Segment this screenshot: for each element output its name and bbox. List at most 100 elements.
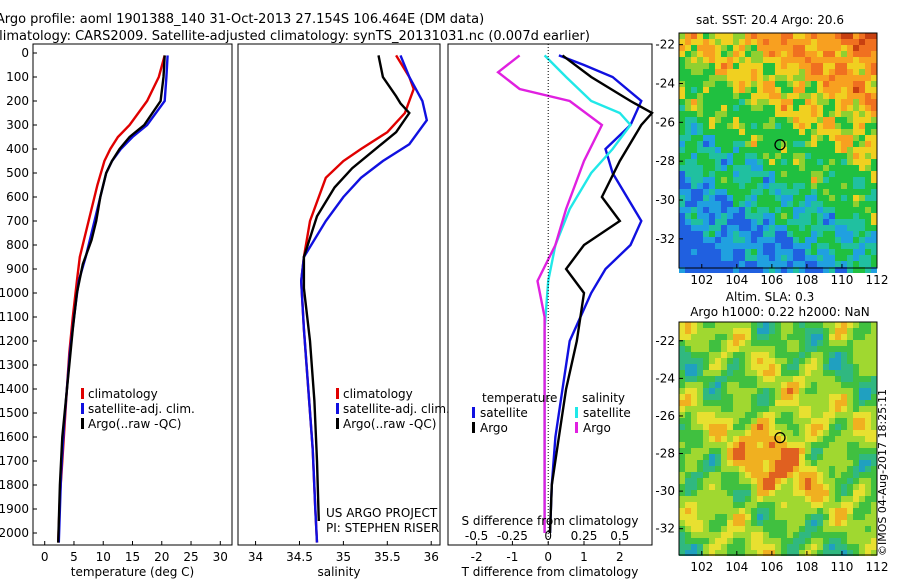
heat-cell [721,346,727,352]
heat-cell [871,117,877,123]
heat-cell [721,165,727,171]
heat-cell [721,442,727,448]
heat-cell [775,219,781,225]
heat-cell [823,430,829,436]
heat-cell [859,207,865,213]
heat-cell [715,159,721,165]
heat-cell [829,346,835,352]
heat-cell [727,267,733,273]
heat-cell [691,376,697,382]
heat-cell [709,382,715,388]
heat-cell [805,448,811,454]
x-tick-label: 0 [41,550,49,564]
heat-cell [733,466,739,472]
heat-cell [805,159,811,165]
heat-cell [757,508,763,514]
heat-cell [829,526,835,532]
heat-cell [793,45,799,51]
heat-cell [793,267,799,273]
heat-cell [727,57,733,63]
heat-cell [823,117,829,123]
heat-cell [787,430,793,436]
heat-cell [781,328,787,334]
heat-cell [745,261,751,267]
heat-cell [775,382,781,388]
heat-cell [709,225,715,231]
heat-cell [787,261,793,267]
heat-cell [847,189,853,195]
heat-cell [847,448,853,454]
heat-cell [751,87,757,93]
heat-cell [781,69,787,75]
heat-cell [823,189,829,195]
heat-cell [787,346,793,352]
heat-cell [865,544,871,550]
heat-cell [829,538,835,544]
heat-cell [859,406,865,412]
heat-cell [745,436,751,442]
heat-cell [811,514,817,520]
heat-cell [697,484,703,490]
heat-cell [763,490,769,496]
heat-cell [829,358,835,364]
heat-cell [745,322,751,328]
heat-cell [691,448,697,454]
heat-cell [781,388,787,394]
heat-cell [799,346,805,352]
heat-cell [853,243,859,249]
heat-cell [823,454,829,460]
heat-cell [847,123,853,129]
heat-cell [769,39,775,45]
legend-label: Argo [583,421,611,435]
heat-cell [775,57,781,63]
heat-cell [769,502,775,508]
heat-cell [799,261,805,267]
heat-cell [685,105,691,111]
heat-cell [787,364,793,370]
heat-cell [805,370,811,376]
heat-cell [829,544,835,550]
heat-cell [751,141,757,147]
heat-cell [763,328,769,334]
heat-cell [769,267,775,273]
heat-cell [823,532,829,538]
heat-cell [835,123,841,129]
heat-cell [805,538,811,544]
heat-cell [697,478,703,484]
heat-cell [775,243,781,249]
heat-cell [823,159,829,165]
heat-cell [733,81,739,87]
heat-cell [793,442,799,448]
heat-cell [739,141,745,147]
heat-cell [769,430,775,436]
heat-cell [703,412,709,418]
heat-cell [811,460,817,466]
heat-cell [859,454,865,460]
heat-cell [697,141,703,147]
heat-cell [835,466,841,472]
heat-cell [691,51,697,57]
heat-cell [787,177,793,183]
heat-cell [757,358,763,364]
heat-cell [715,69,721,75]
heat-cell [697,520,703,526]
heat-cell [865,328,871,334]
heat-cell [745,231,751,237]
heat-cell [685,322,691,328]
heat-cell [727,99,733,105]
heat-cell [733,51,739,57]
heat-cell [793,388,799,394]
heat-cell [841,99,847,105]
heat-cell [829,141,835,147]
heat-cell [841,382,847,388]
heat-cell [841,406,847,412]
heat-cell [709,496,715,502]
heat-cell [733,418,739,424]
heat-cell [859,147,865,153]
heat-cell [775,364,781,370]
heat-cell [685,460,691,466]
heat-cell [841,51,847,57]
heat-cell [817,328,823,334]
heat-cell [721,520,727,526]
heat-cell [709,538,715,544]
